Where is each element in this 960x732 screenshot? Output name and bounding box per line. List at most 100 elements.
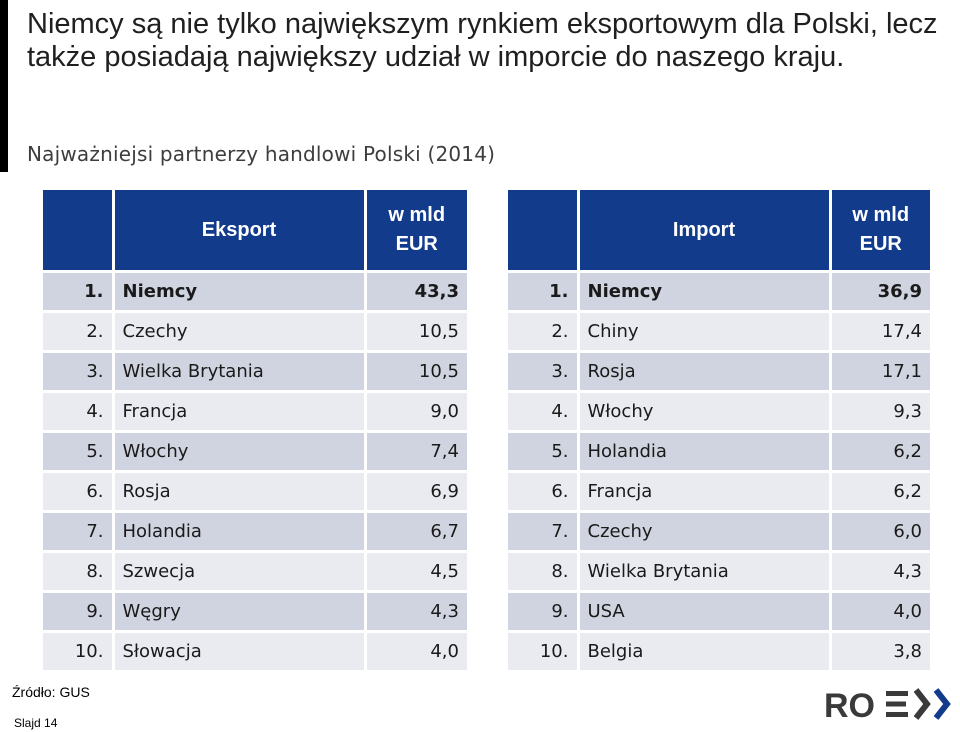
import-row: 2. Chiny 17,4	[508, 310, 930, 352]
logo-x-left-chevron	[913, 688, 931, 720]
import-value-cell: 17,1	[830, 350, 930, 392]
import-country-cell: Czechy	[578, 510, 832, 552]
export-country-cell: Węgry	[113, 590, 367, 632]
export-row: 7. Holandia 6,7	[43, 510, 467, 552]
import-row: 8. Wielka Brytania 4,3	[508, 550, 930, 592]
import-rank-cell: 5.	[508, 430, 580, 472]
export-value-cell: 6,7	[365, 510, 467, 552]
export-row: 8. Szwecja 4,5	[43, 550, 467, 592]
export-value-cell: 10,5	[365, 350, 467, 392]
logo-e-bar-mid	[886, 701, 906, 707]
import-row: 7. Czechy 6,0	[508, 510, 930, 552]
export-rank-cell: 7.	[43, 510, 115, 552]
export-rank-header	[43, 190, 115, 272]
import-country-cell: Holandia	[578, 430, 832, 472]
import-header-row: Import w mld EUR	[508, 190, 930, 272]
import-country-cell: Wielka Brytania	[578, 550, 832, 592]
export-row: 9. Węgry 4,3	[43, 590, 467, 632]
export-value-cell: 4,3	[365, 590, 467, 632]
import-rank-cell: 8.	[508, 550, 580, 592]
import-unit-line2: EUR	[859, 233, 902, 255]
logo-x-right-chevron	[933, 688, 951, 720]
export-title-header: Eksport	[113, 190, 367, 272]
import-rank-cell: 1.	[508, 270, 580, 312]
import-country-cell: Belgia	[578, 630, 832, 670]
export-value-cell: 6,9	[365, 470, 467, 512]
export-row: 1. Niemcy 43,3	[43, 270, 467, 312]
slide-number: Slajd 14	[14, 716, 58, 730]
import-row: 5. Holandia 6,2	[508, 430, 930, 472]
import-value-cell: 36,9	[830, 270, 930, 312]
import-country-cell: Niemcy	[578, 270, 832, 312]
export-rank-cell: 5.	[43, 430, 115, 472]
export-country-cell: Czechy	[113, 310, 367, 352]
export-country-cell: Francja	[113, 390, 367, 432]
logo-e-bar-bottom	[886, 712, 908, 717]
export-unit-line2: EUR	[395, 233, 438, 255]
import-row: 6. Francja 6,2	[508, 470, 930, 512]
import-rank-cell: 9.	[508, 590, 580, 632]
export-rank-cell: 8.	[43, 550, 115, 592]
import-table: Import w mld EUR 1. Niemcy 36,9 2. Chiny 17,4…	[508, 190, 930, 670]
import-value-cell: 6,0	[830, 510, 930, 552]
import-rank-cell: 6.	[508, 470, 580, 512]
export-country-cell: Wielka Brytania	[113, 350, 367, 392]
slide-subtitle: Najważniejsi partnerzy handlowi Polski (…	[27, 142, 496, 166]
export-row: 6. Rosja 6,9	[43, 470, 467, 512]
export-rank-cell: 2.	[43, 310, 115, 352]
import-row: 9. USA 4,0	[508, 590, 930, 632]
import-rank-header	[508, 190, 580, 272]
export-rank-cell: 6.	[43, 470, 115, 512]
export-country-cell: Niemcy	[113, 270, 367, 312]
export-rank-cell: 10.	[43, 630, 115, 670]
logo-e-bar-top	[886, 691, 908, 696]
import-row: 1. Niemcy 36,9	[508, 270, 930, 312]
export-unit-header: w mld EUR	[365, 190, 467, 272]
roex-logo: RO	[824, 687, 951, 722]
import-rank-cell: 2.	[508, 310, 580, 352]
export-value-cell: 10,5	[365, 310, 467, 352]
export-row: 10. Słowacja 4,0	[43, 630, 467, 670]
import-value-cell: 17,4	[830, 310, 930, 352]
export-row: 2. Czechy 10,5	[43, 310, 467, 352]
import-rows: 1. Niemcy 36,9 2. Chiny 17,4 3. Rosja 17,1 4. Włoc…	[508, 270, 930, 670]
export-value-cell: 9,0	[365, 390, 467, 432]
import-rank-cell: 7.	[508, 510, 580, 552]
source-note: Źródło: GUS	[12, 684, 90, 700]
slide-headline: Niemcy są nie tylko największym rynkiem …	[27, 8, 938, 73]
export-row: 4. Francja 9,0	[43, 390, 467, 432]
import-unit-header: w mld EUR	[830, 190, 930, 272]
export-value-cell: 7,4	[365, 430, 467, 472]
import-value-cell: 6,2	[830, 470, 930, 512]
export-rank-cell: 4.	[43, 390, 115, 432]
import-country-cell: Włochy	[578, 390, 832, 432]
import-row: 4. Włochy 9,3	[508, 390, 930, 432]
export-unit-line1: w mld	[388, 204, 446, 226]
import-rank-cell: 3.	[508, 350, 580, 392]
import-row: 10. Belgia 3,8	[508, 630, 930, 670]
export-row: 5. Włochy 7,4	[43, 430, 467, 472]
import-value-cell: 3,8	[830, 630, 930, 670]
export-country-cell: Rosja	[113, 470, 367, 512]
export-rank-cell: 1.	[43, 270, 115, 312]
export-rows: 1. Niemcy 43,3 2. Czechy 10,5 3. Wielka Brytani…	[43, 270, 467, 670]
import-title-header: Import	[578, 190, 832, 272]
import-value-cell: 6,2	[830, 430, 930, 472]
export-value-cell: 4,5	[365, 550, 467, 592]
import-value-cell: 9,3	[830, 390, 930, 432]
import-country-cell: USA	[578, 590, 832, 632]
accent-bar	[0, 0, 8, 172]
export-rank-cell: 9.	[43, 590, 115, 632]
import-country-cell: Rosja	[578, 350, 832, 392]
export-value-cell: 4,0	[365, 630, 467, 670]
export-header-row: Eksport w mld EUR	[43, 190, 467, 272]
import-rank-cell: 4.	[508, 390, 580, 432]
import-country-cell: Chiny	[578, 310, 832, 352]
export-table: Eksport w mld EUR 1. Niemcy 43,3 2. Czechy 10…	[43, 190, 467, 670]
export-row: 3. Wielka Brytania 10,5	[43, 350, 467, 392]
export-rank-cell: 3.	[43, 350, 115, 392]
import-row: 3. Rosja 17,1	[508, 350, 930, 392]
export-country-cell: Słowacja	[113, 630, 367, 670]
import-value-cell: 4,0	[830, 590, 930, 632]
import-country-cell: Francja	[578, 470, 832, 512]
